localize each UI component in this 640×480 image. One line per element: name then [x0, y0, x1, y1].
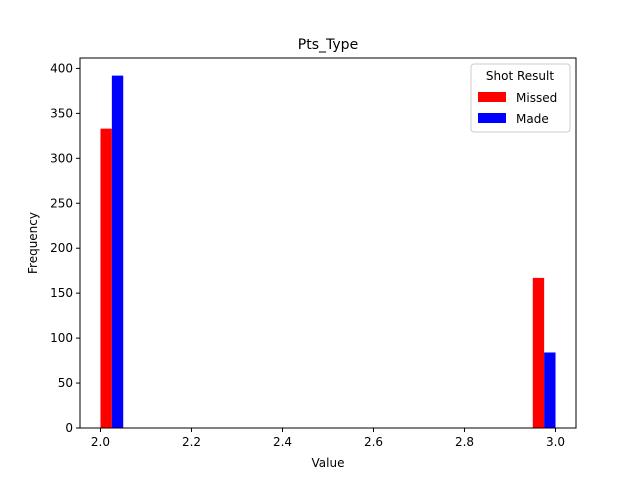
x-tick-label-5: 3.0: [546, 435, 565, 449]
x-axis-label: Value: [312, 456, 345, 470]
y-tick-label-4: 200: [50, 241, 73, 255]
y-tick-label-8: 400: [50, 61, 73, 75]
y-tick-label-5: 250: [50, 196, 73, 210]
legend-title: Shot Result: [486, 69, 554, 83]
bar-missed-1: [533, 278, 544, 428]
bar-missed-0: [100, 129, 111, 428]
x-tick-label-0: 2.0: [91, 435, 110, 449]
legend: Shot Result Missed Made: [471, 64, 570, 132]
legend-label-missed: Missed: [516, 91, 557, 105]
legend-label-made: Made: [516, 112, 549, 126]
bar-made-0: [112, 76, 123, 428]
y-tick-label-6: 300: [50, 151, 73, 165]
y-tick-label-0: 0: [65, 421, 73, 435]
x-tick-label-3: 2.6: [364, 435, 383, 449]
chart-title: Pts_Type: [298, 37, 358, 53]
y-tick-label-7: 350: [50, 106, 73, 120]
x-tick-label-2: 2.4: [273, 435, 292, 449]
y-tick-label-1: 50: [58, 376, 73, 390]
y-tick-label-3: 150: [50, 286, 73, 300]
legend-swatch-missed: [478, 92, 506, 102]
y-tick-label-2: 100: [50, 331, 73, 345]
legend-swatch-made: [478, 113, 506, 123]
x-tick-label-4: 2.8: [455, 435, 474, 449]
y-axis-label: Frequency: [26, 212, 40, 274]
bar-made-1: [544, 352, 555, 428]
x-tick-label-1: 2.2: [182, 435, 201, 449]
